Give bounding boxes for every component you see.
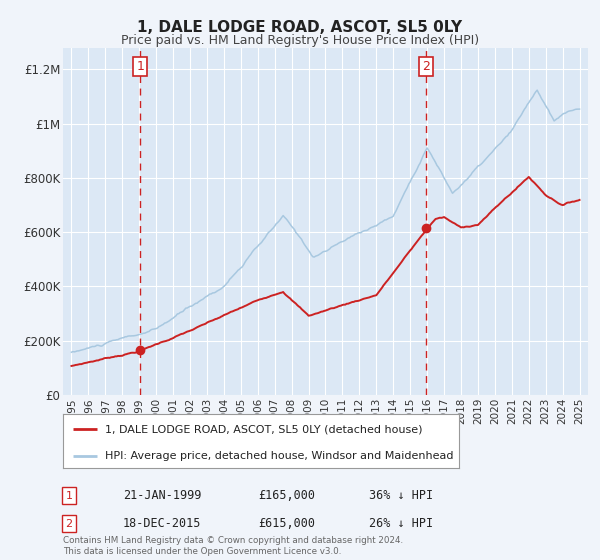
Text: £615,000: £615,000 xyxy=(258,517,315,530)
Text: This data is licensed under the Open Government Licence v3.0.: This data is licensed under the Open Gov… xyxy=(63,547,341,556)
Text: 36% ↓ HPI: 36% ↓ HPI xyxy=(369,489,433,502)
Text: 1: 1 xyxy=(65,491,73,501)
Text: 21-JAN-1999: 21-JAN-1999 xyxy=(123,489,202,502)
Text: 1: 1 xyxy=(136,60,144,73)
Text: 2: 2 xyxy=(422,60,430,73)
Text: £165,000: £165,000 xyxy=(258,489,315,502)
Text: 1, DALE LODGE ROAD, ASCOT, SL5 0LY: 1, DALE LODGE ROAD, ASCOT, SL5 0LY xyxy=(137,20,463,35)
Text: Contains HM Land Registry data © Crown copyright and database right 2024.: Contains HM Land Registry data © Crown c… xyxy=(63,536,403,545)
Text: Price paid vs. HM Land Registry's House Price Index (HPI): Price paid vs. HM Land Registry's House … xyxy=(121,34,479,46)
Text: 1, DALE LODGE ROAD, ASCOT, SL5 0LY (detached house): 1, DALE LODGE ROAD, ASCOT, SL5 0LY (deta… xyxy=(104,424,422,435)
Text: HPI: Average price, detached house, Windsor and Maidenhead: HPI: Average price, detached house, Wind… xyxy=(104,451,453,461)
Text: 26% ↓ HPI: 26% ↓ HPI xyxy=(369,517,433,530)
Text: 18-DEC-2015: 18-DEC-2015 xyxy=(123,517,202,530)
Text: 2: 2 xyxy=(65,519,73,529)
